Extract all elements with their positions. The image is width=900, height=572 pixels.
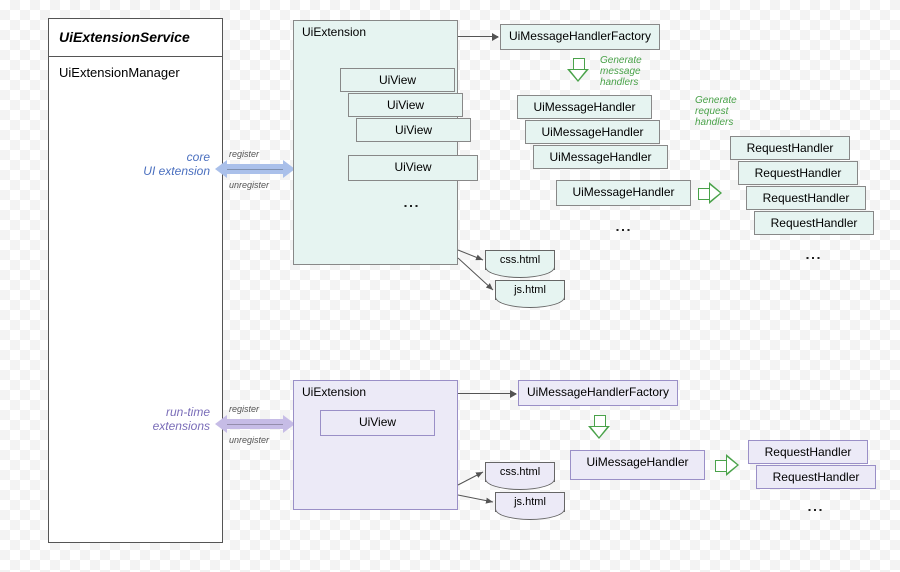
rt-reqhandler-0: RequestHandler [748, 440, 868, 464]
core-factory-label: UiMessageHandlerFactory [509, 29, 651, 43]
service-manager: UiExtensionManager [49, 56, 222, 89]
core-uiview-2-label: UiView [395, 123, 432, 137]
core-msghandler-3: UiMessageHandler [556, 180, 691, 206]
arrow-rt-generate-msg [588, 415, 610, 439]
label-generate-req: Generate request handlers [695, 95, 737, 128]
core-section-label: core UI extension [110, 150, 210, 178]
core-reqhandler-0: RequestHandler [730, 136, 850, 160]
arrow-core-ext-to-factory [458, 36, 498, 37]
core-uiview-dots: ⋮ [408, 198, 412, 214]
core-reqhandler-2-label: RequestHandler [763, 191, 850, 205]
core-uiview-1-label: UiView [387, 98, 424, 112]
core-uiextension-label: UiExtension [302, 25, 366, 39]
arrow-rt-ext-to-factory [458, 393, 516, 394]
core-js-label: js.html [514, 284, 546, 296]
rt-factory: UiMessageHandlerFactory [518, 380, 678, 406]
rt-msghandler-0-label: UiMessageHandler [586, 455, 688, 469]
core-msghandler-0: UiMessageHandler [517, 95, 652, 119]
rt-uiextension: UiExtension [293, 380, 458, 510]
core-uiview-0-label: UiView [379, 73, 416, 87]
core-msghandler-1: UiMessageHandler [525, 120, 660, 144]
core-uiview-3-label: UiView [394, 160, 431, 174]
label-generate-msg: Generate message handlers [600, 55, 642, 88]
rt-uiview-0: UiView [320, 410, 435, 436]
core-uiextension: UiExtension [293, 20, 458, 265]
core-js-doc: js.html [495, 280, 565, 300]
core-css-doc: css.html [485, 250, 555, 270]
core-register-arrow: register unregister [215, 160, 295, 178]
core-factory: UiMessageHandlerFactory [500, 24, 660, 50]
core-uiview-1: UiView [348, 93, 463, 117]
core-reqhandler-3: RequestHandler [754, 211, 874, 235]
rt-reqhandler-1: RequestHandler [756, 465, 876, 489]
core-msghandler-dots: ⋮ [620, 222, 624, 238]
core-reqhandler-dots: ⋮ [810, 250, 814, 266]
rt-uiview-0-label: UiView [359, 415, 396, 429]
runtime-register-label: register [229, 404, 259, 414]
core-reqhandler-3-label: RequestHandler [771, 216, 858, 230]
arrow-core-generate-req [698, 182, 722, 204]
service-title: UiExtensionService [49, 19, 222, 56]
runtime-unregister-label: unregister [229, 435, 269, 445]
rt-reqhandler-0-label: RequestHandler [765, 445, 852, 459]
core-msghandler-2-label: UiMessageHandler [549, 150, 651, 164]
core-msghandler-1-label: UiMessageHandler [541, 125, 643, 139]
core-uiview-3: UiView [348, 155, 478, 181]
service-container: UiExtensionService UiExtensionManager [48, 18, 223, 543]
core-msghandler-2: UiMessageHandler [533, 145, 668, 169]
runtime-register-arrow: register unregister [215, 415, 295, 433]
core-unregister-label: unregister [229, 180, 269, 190]
rt-js-label: js.html [514, 496, 546, 508]
core-msghandler-0-label: UiMessageHandler [533, 100, 635, 114]
rt-msghandler-0: UiMessageHandler [570, 450, 705, 480]
core-reqhandler-0-label: RequestHandler [747, 141, 834, 155]
arrow-core-generate-msg [567, 58, 589, 82]
rt-css-doc: css.html [485, 462, 555, 482]
arrow-rt-generate-req [715, 454, 739, 476]
rt-factory-label: UiMessageHandlerFactory [527, 385, 669, 399]
core-uiview-2: UiView [356, 118, 471, 142]
core-uiview-0: UiView [340, 68, 455, 92]
core-register-label: register [229, 149, 259, 159]
core-reqhandler-1: RequestHandler [738, 161, 858, 185]
rt-reqhandler-dots: ⋮ [812, 502, 816, 518]
core-reqhandler-2: RequestHandler [746, 186, 866, 210]
rt-uiextension-label: UiExtension [302, 385, 366, 399]
rt-css-label: css.html [500, 466, 540, 478]
core-msghandler-3-label: UiMessageHandler [572, 185, 674, 199]
rt-reqhandler-1-label: RequestHandler [773, 470, 860, 484]
core-css-label: css.html [500, 254, 540, 266]
core-reqhandler-1-label: RequestHandler [755, 166, 842, 180]
rt-js-doc: js.html [495, 492, 565, 512]
runtime-section-label: run-time extensions [110, 405, 210, 433]
